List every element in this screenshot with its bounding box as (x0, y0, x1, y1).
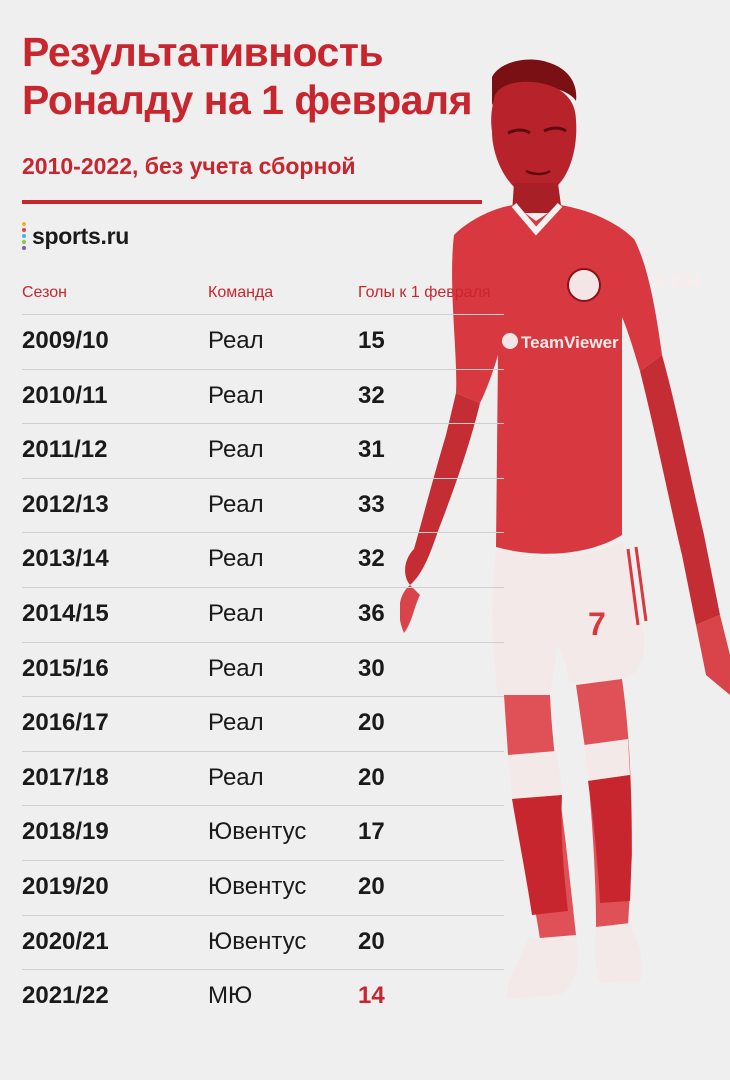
season-cell: 2021/22 (22, 982, 109, 1010)
goals-cell: 31 (358, 436, 385, 464)
goals-cell: 32 (358, 545, 385, 573)
team-cell: Реал (208, 599, 264, 627)
table-row: 2014/15 Реал 36 (22, 588, 504, 643)
season-cell: 2018/19 (22, 818, 109, 846)
goals-cell: 30 (358, 654, 385, 682)
sleeve-text: KOH (656, 272, 700, 294)
team-cell: Реал (208, 381, 264, 409)
brand-name: sports.ru (32, 222, 129, 249)
column-header-goals: Голы к 1 февраля (358, 284, 491, 301)
season-cell: 2017/18 (22, 763, 109, 791)
goals-cell: 32 (358, 381, 385, 409)
team-cell: Реал (208, 436, 264, 464)
player-right-arm (640, 355, 720, 625)
season-cell: 2015/16 (22, 654, 109, 682)
shorts-number: 7 (588, 606, 606, 642)
team-cell: Ювентус (208, 872, 307, 900)
title-line-1: Результативность (22, 29, 384, 75)
table-row: 2020/21 Ювентус 20 (22, 916, 504, 971)
table-row: 2021/22 МЮ 14 (22, 970, 504, 1024)
crest-icon (567, 268, 601, 302)
season-cell: 2012/13 (22, 490, 109, 518)
goals-table: Сезон Команда Голы к 1 февраля 2009/10 Ре… (22, 280, 504, 1024)
title-line-2: Роналду на 1 февраля (22, 77, 473, 123)
brand-dot (22, 240, 26, 244)
team-cell: Реал (208, 654, 264, 682)
team-cell: Ювентус (208, 818, 307, 846)
player-head (491, 81, 577, 195)
brand-logo: sports.ru (22, 222, 129, 250)
team-cell: Реал (208, 327, 264, 354)
season-cell: 2013/14 (22, 545, 109, 573)
team-cell: Ювентус (208, 927, 307, 955)
team-cell: Реал (208, 709, 264, 737)
player-shirt (452, 205, 662, 554)
table-row: 2012/13 Реал 33 (22, 479, 504, 534)
table-row: 2009/10 Реал 15 (22, 315, 504, 370)
player-photo: TeamViewer KOH 7 (400, 59, 730, 999)
season-cell: 2009/10 (22, 327, 109, 354)
season-cell: 2014/15 (22, 599, 109, 627)
table-body: 2009/10 Реал 15 2010/11 Реал 32 2011/12 Реал 31 2… (22, 315, 504, 1024)
goals-cell: 20 (358, 872, 385, 900)
player-right-boot (594, 923, 643, 983)
season-cell: 2020/21 (22, 927, 109, 955)
brand-dot (22, 228, 26, 232)
table-row: 2011/12 Реал 31 (22, 424, 504, 479)
table-row: 2015/16 Реал 30 (22, 643, 504, 698)
goals-cell: 36 (358, 599, 385, 627)
table-row: 2016/17 Реал 20 (22, 697, 504, 752)
goals-cell: 20 (358, 763, 385, 791)
brand-dot (22, 246, 26, 250)
goals-cell: 15 (358, 327, 385, 354)
page-title: Результативность Роналду на 1 февраля (22, 28, 473, 124)
season-cell: 2011/12 (22, 436, 108, 464)
season-cell: 2010/11 (22, 381, 108, 409)
shirt-sponsor: TeamViewer (521, 333, 619, 352)
table-row: 2013/14 Реал 32 (22, 533, 504, 588)
goals-cell: 20 (358, 709, 385, 737)
player-left-arm (405, 393, 480, 585)
player-left-boot (507, 935, 579, 999)
team-cell: МЮ (208, 982, 253, 1010)
goals-cell: 20 (358, 927, 385, 955)
goals-cell: 14 (358, 982, 385, 1010)
team-cell: Реал (208, 545, 264, 573)
table-row: 2017/18 Реал 20 (22, 752, 504, 807)
table-row: 2019/20 Ювентус 20 (22, 861, 504, 916)
team-cell: Реал (208, 490, 264, 518)
title-divider (22, 200, 482, 204)
goals-cell: 33 (358, 490, 385, 518)
goals-cell: 17 (358, 818, 385, 846)
column-header-season: Сезон (22, 284, 67, 301)
subtitle: 2010-2022, без учета сборной (22, 153, 356, 179)
table-row: 2010/11 Реал 32 (22, 370, 504, 425)
team-cell: Реал (208, 763, 264, 791)
season-cell: 2019/20 (22, 872, 109, 900)
brand-dots-icon (22, 222, 26, 250)
column-header-team: Команда (208, 284, 274, 301)
brand-dot (22, 222, 26, 226)
table-header: Сезон Команда Голы к 1 февраля (22, 280, 504, 315)
brand-dot (22, 234, 26, 238)
season-cell: 2016/17 (22, 709, 109, 737)
table-row: 2018/19 Ювентус 17 (22, 806, 504, 861)
player-shorts (492, 541, 645, 695)
